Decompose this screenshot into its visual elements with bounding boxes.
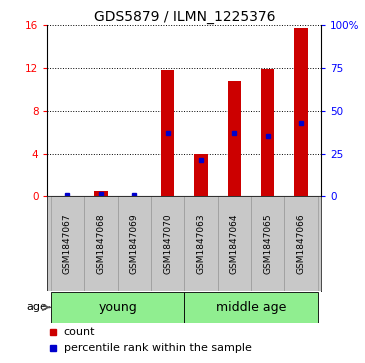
Bar xyxy=(51,292,184,323)
Bar xyxy=(94,191,108,196)
Text: GSM1847063: GSM1847063 xyxy=(196,213,205,274)
Bar xyxy=(251,196,284,291)
Text: GSM1847064: GSM1847064 xyxy=(230,213,239,274)
Text: GSM1847069: GSM1847069 xyxy=(130,213,139,274)
Bar xyxy=(184,292,318,323)
Text: GSM1847067: GSM1847067 xyxy=(63,213,72,274)
Title: GDS5879 / ILMN_1225376: GDS5879 / ILMN_1225376 xyxy=(93,11,275,24)
Bar xyxy=(284,196,318,291)
Text: GSM1847068: GSM1847068 xyxy=(96,213,105,274)
Text: count: count xyxy=(64,327,95,337)
Text: percentile rank within the sample: percentile rank within the sample xyxy=(64,343,252,353)
Bar xyxy=(261,69,274,196)
Bar xyxy=(118,196,151,291)
Bar xyxy=(84,196,118,291)
Text: age: age xyxy=(26,302,47,312)
Bar xyxy=(151,196,184,291)
Text: young: young xyxy=(98,301,137,314)
Text: GSM1847066: GSM1847066 xyxy=(297,213,306,274)
Bar xyxy=(51,196,84,291)
Text: middle age: middle age xyxy=(216,301,286,314)
Bar xyxy=(228,81,241,196)
Bar xyxy=(295,28,308,196)
Bar xyxy=(161,70,174,196)
Text: GSM1847070: GSM1847070 xyxy=(163,213,172,274)
Bar xyxy=(184,196,218,291)
Bar xyxy=(194,154,208,196)
Text: GSM1847065: GSM1847065 xyxy=(263,213,272,274)
Bar xyxy=(218,196,251,291)
